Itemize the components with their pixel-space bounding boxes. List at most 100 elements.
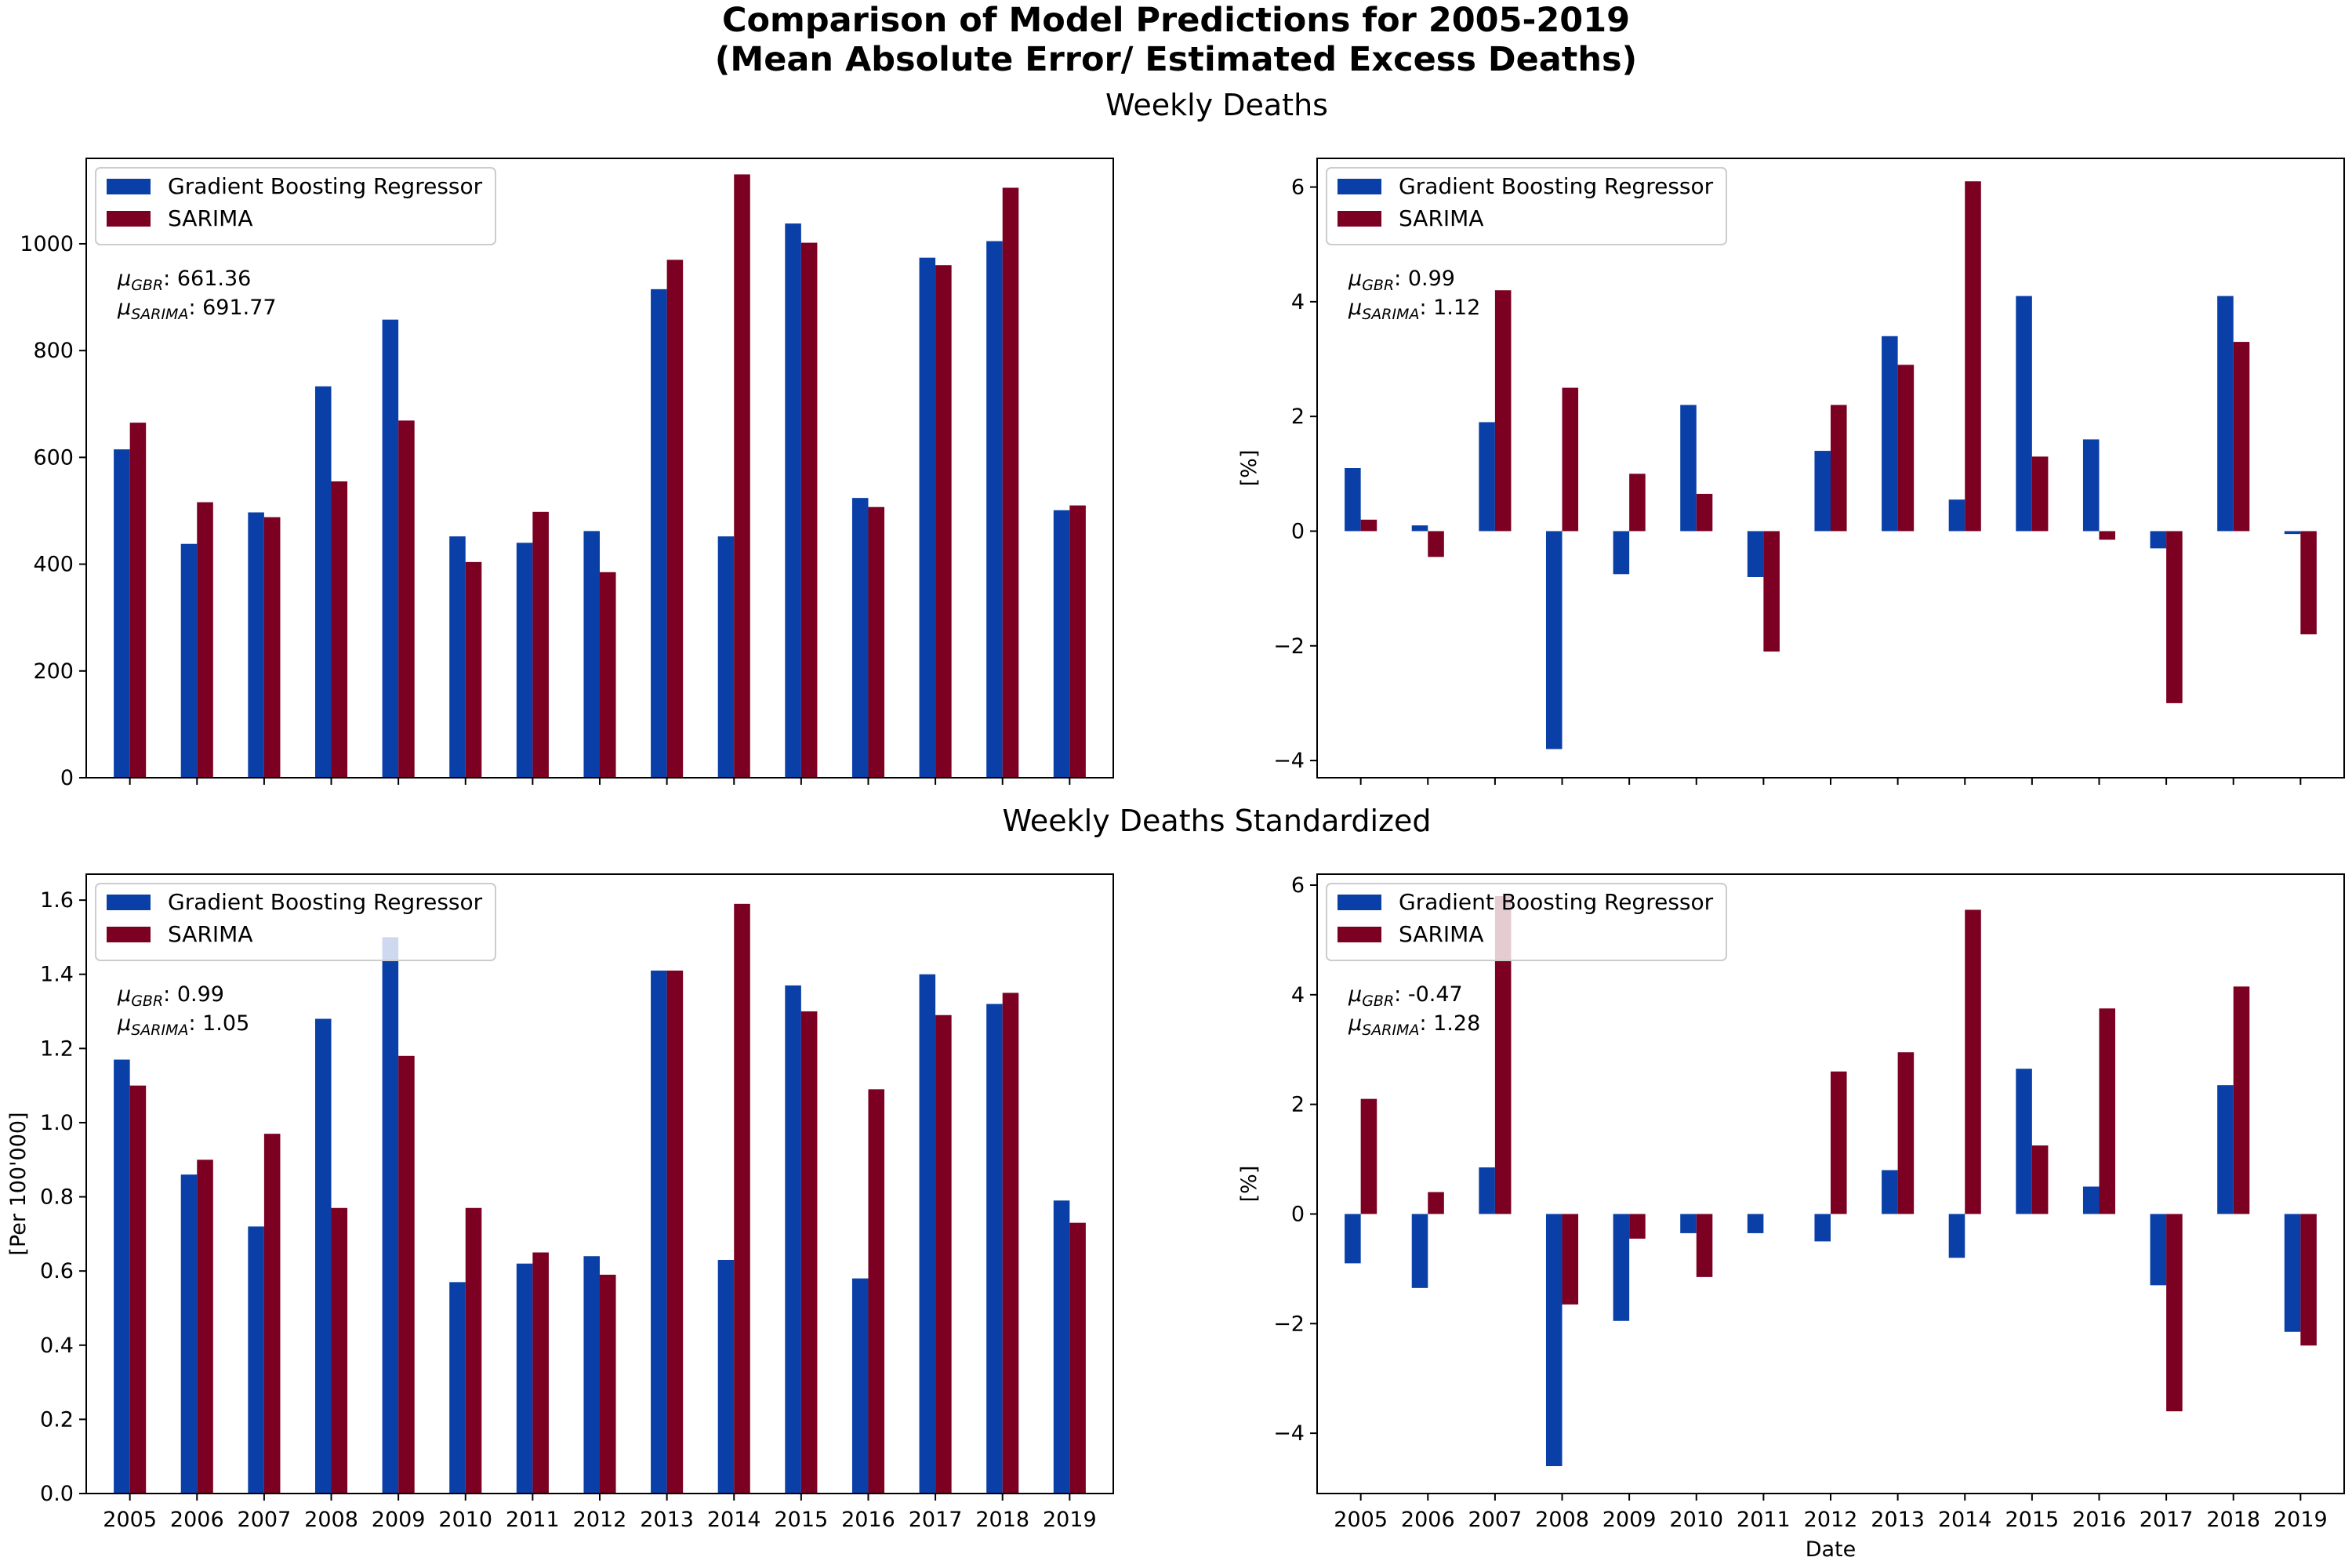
bar-gbr-2008 — [1545, 1214, 1563, 1467]
bar-gbr-2014 — [1948, 1214, 1965, 1258]
x-tick-label: 2017 — [909, 1508, 963, 1532]
bar-gbr-2006 — [1411, 525, 1428, 532]
y-tick-label: 4 — [1291, 290, 1305, 314]
x-tick-label: 2019 — [1043, 1508, 1097, 1532]
legend-label-sarima: SARIMA — [168, 205, 252, 231]
bar-gbr-2017 — [2150, 531, 2167, 549]
bar-gbr-2015 — [2016, 1069, 2032, 1214]
bar-sarima-2015 — [2031, 456, 2049, 532]
bar-gbr-2013 — [1882, 1170, 1898, 1214]
bar-gbr-2014 — [1948, 499, 1965, 532]
bar-gbr-2019 — [1053, 510, 1070, 778]
bar-gbr-2008 — [1545, 531, 1563, 750]
x-tick-label: 2010 — [438, 1508, 492, 1532]
bar-gbr-2006 — [1411, 1214, 1428, 1288]
bar-gbr-2015 — [785, 985, 801, 1494]
y-tick-label: 6 — [1291, 873, 1305, 898]
legend-swatch-gbr — [1338, 179, 1381, 194]
x-tick-label: 2018 — [2206, 1508, 2260, 1532]
bar-gbr-2005 — [1345, 1214, 1361, 1264]
bar-sarima-2017 — [2166, 1214, 2183, 1412]
bar-sarima-2010 — [465, 561, 482, 778]
annotation-gbr-mean: μGBR: 0.99 — [1348, 267, 1455, 294]
bar-sarima-2013 — [666, 970, 684, 1494]
x-tick-label: 2019 — [2274, 1508, 2328, 1532]
y-tick-label: 1.2 — [40, 1036, 74, 1061]
bar-sarima-2010 — [1696, 493, 1713, 532]
y-tick-label: 1.4 — [40, 963, 74, 987]
y-tick-label: 2 — [1291, 405, 1305, 429]
legend-label-gbr: Gradient Boosting Regressor — [168, 889, 483, 915]
bar-gbr-2018 — [2217, 1085, 2234, 1214]
x-tick-label: 2007 — [238, 1508, 292, 1532]
x-axis-label: Date — [1806, 1537, 1857, 1562]
bar-gbr-2012 — [583, 531, 600, 778]
bar-sarima-2006 — [1428, 1192, 1444, 1214]
bar-gbr-2015 — [2016, 296, 2032, 532]
x-tick-label: 2017 — [2140, 1508, 2194, 1532]
bar-gbr-2008 — [314, 1018, 332, 1494]
legend-swatch-gbr — [107, 179, 151, 194]
legend-label-sarima: SARIMA — [168, 921, 252, 947]
y-tick-label: 1000 — [20, 232, 74, 256]
bar-sarima-2008 — [1562, 387, 1579, 532]
bar-gbr-2017 — [919, 974, 936, 1494]
bar-sarima-2009 — [398, 1055, 415, 1494]
bar-gbr-2005 — [114, 449, 130, 778]
annotation-sarima-mean: μSARIMA: 1.28 — [1348, 1011, 1480, 1039]
legend-box — [1326, 883, 1727, 961]
y-tick-label: 0.0 — [40, 1482, 74, 1506]
bar-sarima-2006 — [1428, 531, 1444, 557]
bar-sarima-2013 — [666, 260, 684, 778]
bar-gbr-2018 — [986, 241, 1003, 778]
bar-gbr-2007 — [248, 1226, 264, 1494]
bar-gbr-2012 — [1814, 1214, 1831, 1242]
x-tick-label: 2016 — [841, 1508, 895, 1532]
bar-gbr-2012 — [1814, 451, 1831, 532]
bar-gbr-2019 — [1053, 1200, 1070, 1494]
bar-gbr-2019 — [2284, 531, 2301, 535]
x-tick-label: 2006 — [1401, 1508, 1455, 1532]
y-tick-label: −2 — [1273, 634, 1305, 659]
bar-sarima-2011 — [532, 1252, 549, 1494]
chart-panel-top-left: 0 200 400 600 800 1000 Gradient Boosting Regre… — [20, 158, 1114, 790]
figure-title-line1: Comparison of Model Predictions for 2005… — [722, 1, 1630, 40]
bar-sarima-2010 — [1696, 1214, 1713, 1277]
bar-sarima-2016 — [868, 506, 885, 778]
legend-swatch-gbr — [107, 895, 151, 910]
bar-gbr-2009 — [382, 937, 399, 1494]
y-tick-label: 0.2 — [40, 1407, 74, 1432]
x-tick-label: 2018 — [975, 1508, 1029, 1532]
bar-gbr-2011 — [1747, 1214, 1764, 1233]
bar-gbr-2007 — [248, 512, 264, 778]
bar-sarima-2017 — [935, 1014, 952, 1494]
bar-gbr-2007 — [1479, 1167, 1495, 1214]
x-tick-label: 2014 — [1938, 1508, 1992, 1532]
bar-gbr-2009 — [1613, 531, 1630, 575]
bar-gbr-2016 — [2082, 439, 2100, 532]
bar-sarima-2005 — [129, 1085, 147, 1494]
bar-sarima-2012 — [600, 572, 616, 778]
legend-swatch-sarima — [1338, 211, 1381, 227]
bar-gbr-2019 — [2284, 1214, 2301, 1332]
y-tick-label: 0.8 — [40, 1185, 74, 1210]
y-tick-label: 1.6 — [40, 888, 74, 913]
legend: Gradient Boosting Regressor SARIMA — [95, 883, 496, 961]
y-tick-label: 2 — [1291, 1093, 1305, 1117]
bar-gbr-2005 — [114, 1059, 130, 1494]
y-tick-label: −4 — [1273, 749, 1305, 773]
legend-box — [95, 883, 496, 961]
legend: Gradient Boosting Regressor SARIMA — [1326, 883, 1727, 961]
bar-gbr-2010 — [1680, 405, 1697, 532]
x-tick-label: 2005 — [1334, 1508, 1388, 1532]
bar-gbr-2010 — [449, 1282, 466, 1494]
x-tick-label: 2013 — [640, 1508, 694, 1532]
bar-sarima-2016 — [868, 1089, 885, 1494]
bar-gbr-2011 — [1747, 531, 1764, 577]
bar-sarima-2015 — [2031, 1145, 2049, 1214]
bar-sarima-2019 — [2300, 531, 2317, 635]
